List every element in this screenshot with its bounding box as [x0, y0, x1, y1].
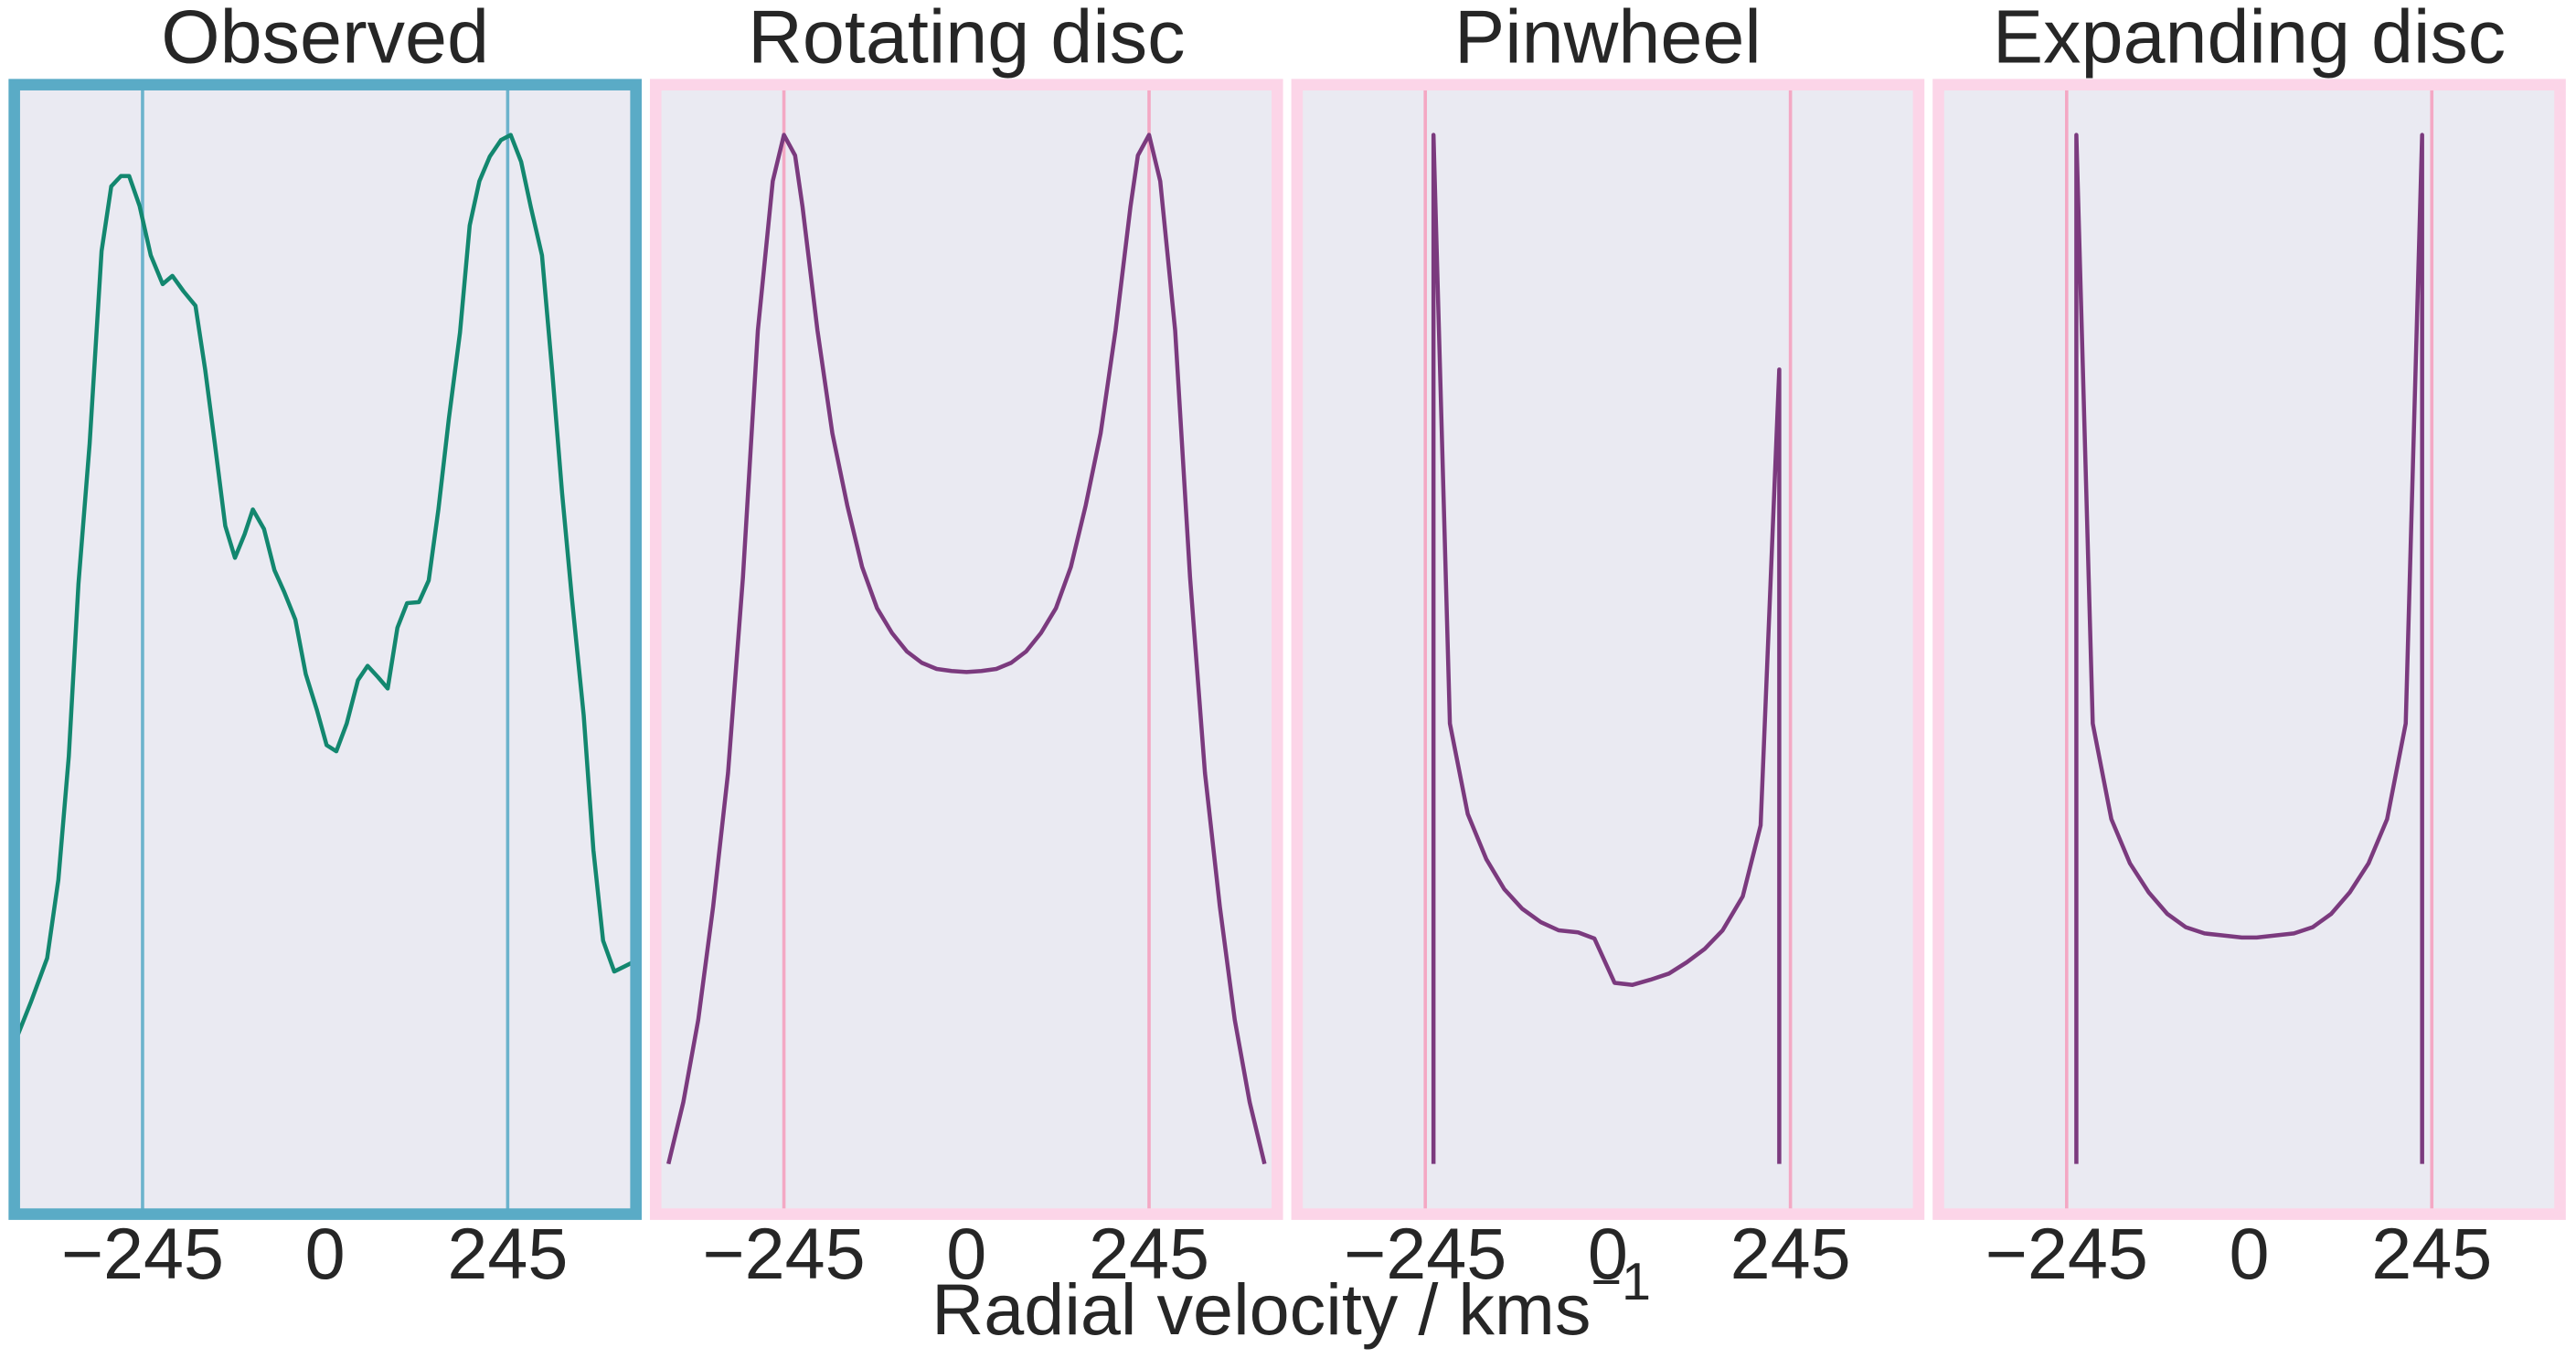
- x-tick-label: 245: [1089, 1213, 1209, 1294]
- plot-background: [15, 85, 635, 1214]
- panel-frame: [1932, 79, 2566, 1220]
- x-tick-label: 0: [946, 1213, 986, 1294]
- panel: Observed −245 0 245: [8, 0, 642, 1294]
- panel: Pinwheel −245 0 245: [1291, 0, 1925, 1294]
- x-tick-label: −245: [702, 1213, 865, 1294]
- panel: Expanding disc −245 0 245: [1932, 0, 2566, 1294]
- x-tick-label: 245: [1730, 1213, 1851, 1294]
- panel-frame: [649, 79, 1283, 1220]
- panel-title: Rotating disc: [748, 0, 1185, 80]
- x-tick-label: 0: [2230, 1213, 2270, 1294]
- x-tick-label: −245: [61, 1213, 224, 1294]
- x-tick-label: −245: [1985, 1213, 2148, 1294]
- x-tick-label: −245: [1344, 1213, 1506, 1294]
- x-tick-label: 0: [1588, 1213, 1628, 1294]
- panel-title: Pinwheel: [1454, 0, 1762, 80]
- data-line: [12, 133, 634, 1045]
- x-tick-label: 245: [447, 1213, 568, 1294]
- x-tick-label: 0: [305, 1213, 346, 1294]
- data-line: [666, 133, 1267, 1165]
- plot-background: [656, 85, 1277, 1214]
- panel-title: Expanding disc: [1993, 0, 2506, 80]
- plot-background: [1939, 85, 2560, 1214]
- data-line: [2074, 133, 2424, 1164]
- data-line: [1431, 133, 1782, 1164]
- panel-title: Observed: [161, 0, 489, 80]
- x-axis-label-text: Radial velocity / kms: [931, 1268, 1591, 1350]
- panel-frame: [1291, 79, 1925, 1220]
- x-tick-label: 245: [2371, 1213, 2492, 1294]
- x-axis-label-exponent: −1: [1591, 1253, 1651, 1311]
- panel: Rotating disc −245 0 245: [649, 0, 1283, 1294]
- x-axis-label: Radial velocity / kms−1: [931, 1253, 1651, 1350]
- panel-frame: [8, 79, 642, 1220]
- plot-background: [1297, 85, 1919, 1214]
